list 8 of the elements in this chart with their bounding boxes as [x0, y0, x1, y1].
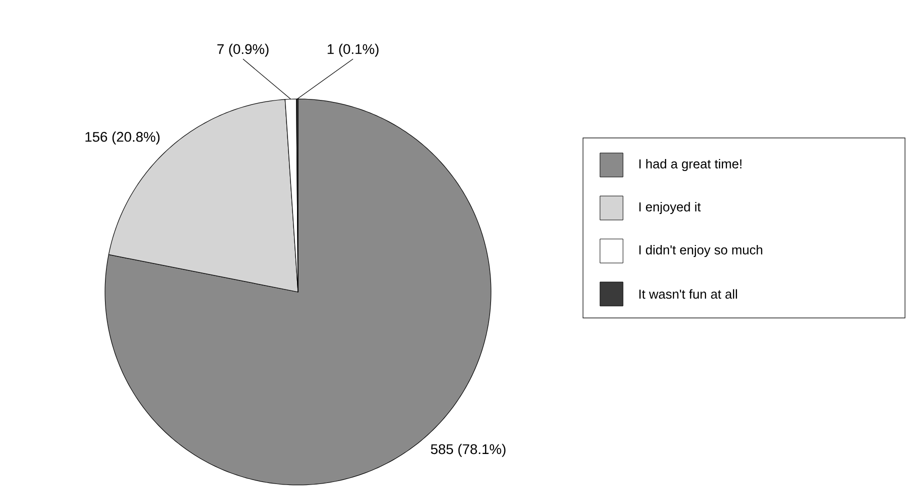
- legend-label: I enjoyed it: [639, 202, 701, 214]
- data-label: 1 (0.1%): [328, 44, 378, 57]
- legend-label: I didn't enjoy so much: [639, 244, 762, 258]
- data-label: 7 (0.9%): [217, 44, 268, 57]
- data-label: 156 (20.8%): [86, 132, 160, 145]
- legend-label: I had a great time!: [639, 158, 742, 172]
- data-label: 585 (78.1%): [430, 444, 506, 457]
- legend-label: It wasn't fun at all: [639, 289, 737, 299]
